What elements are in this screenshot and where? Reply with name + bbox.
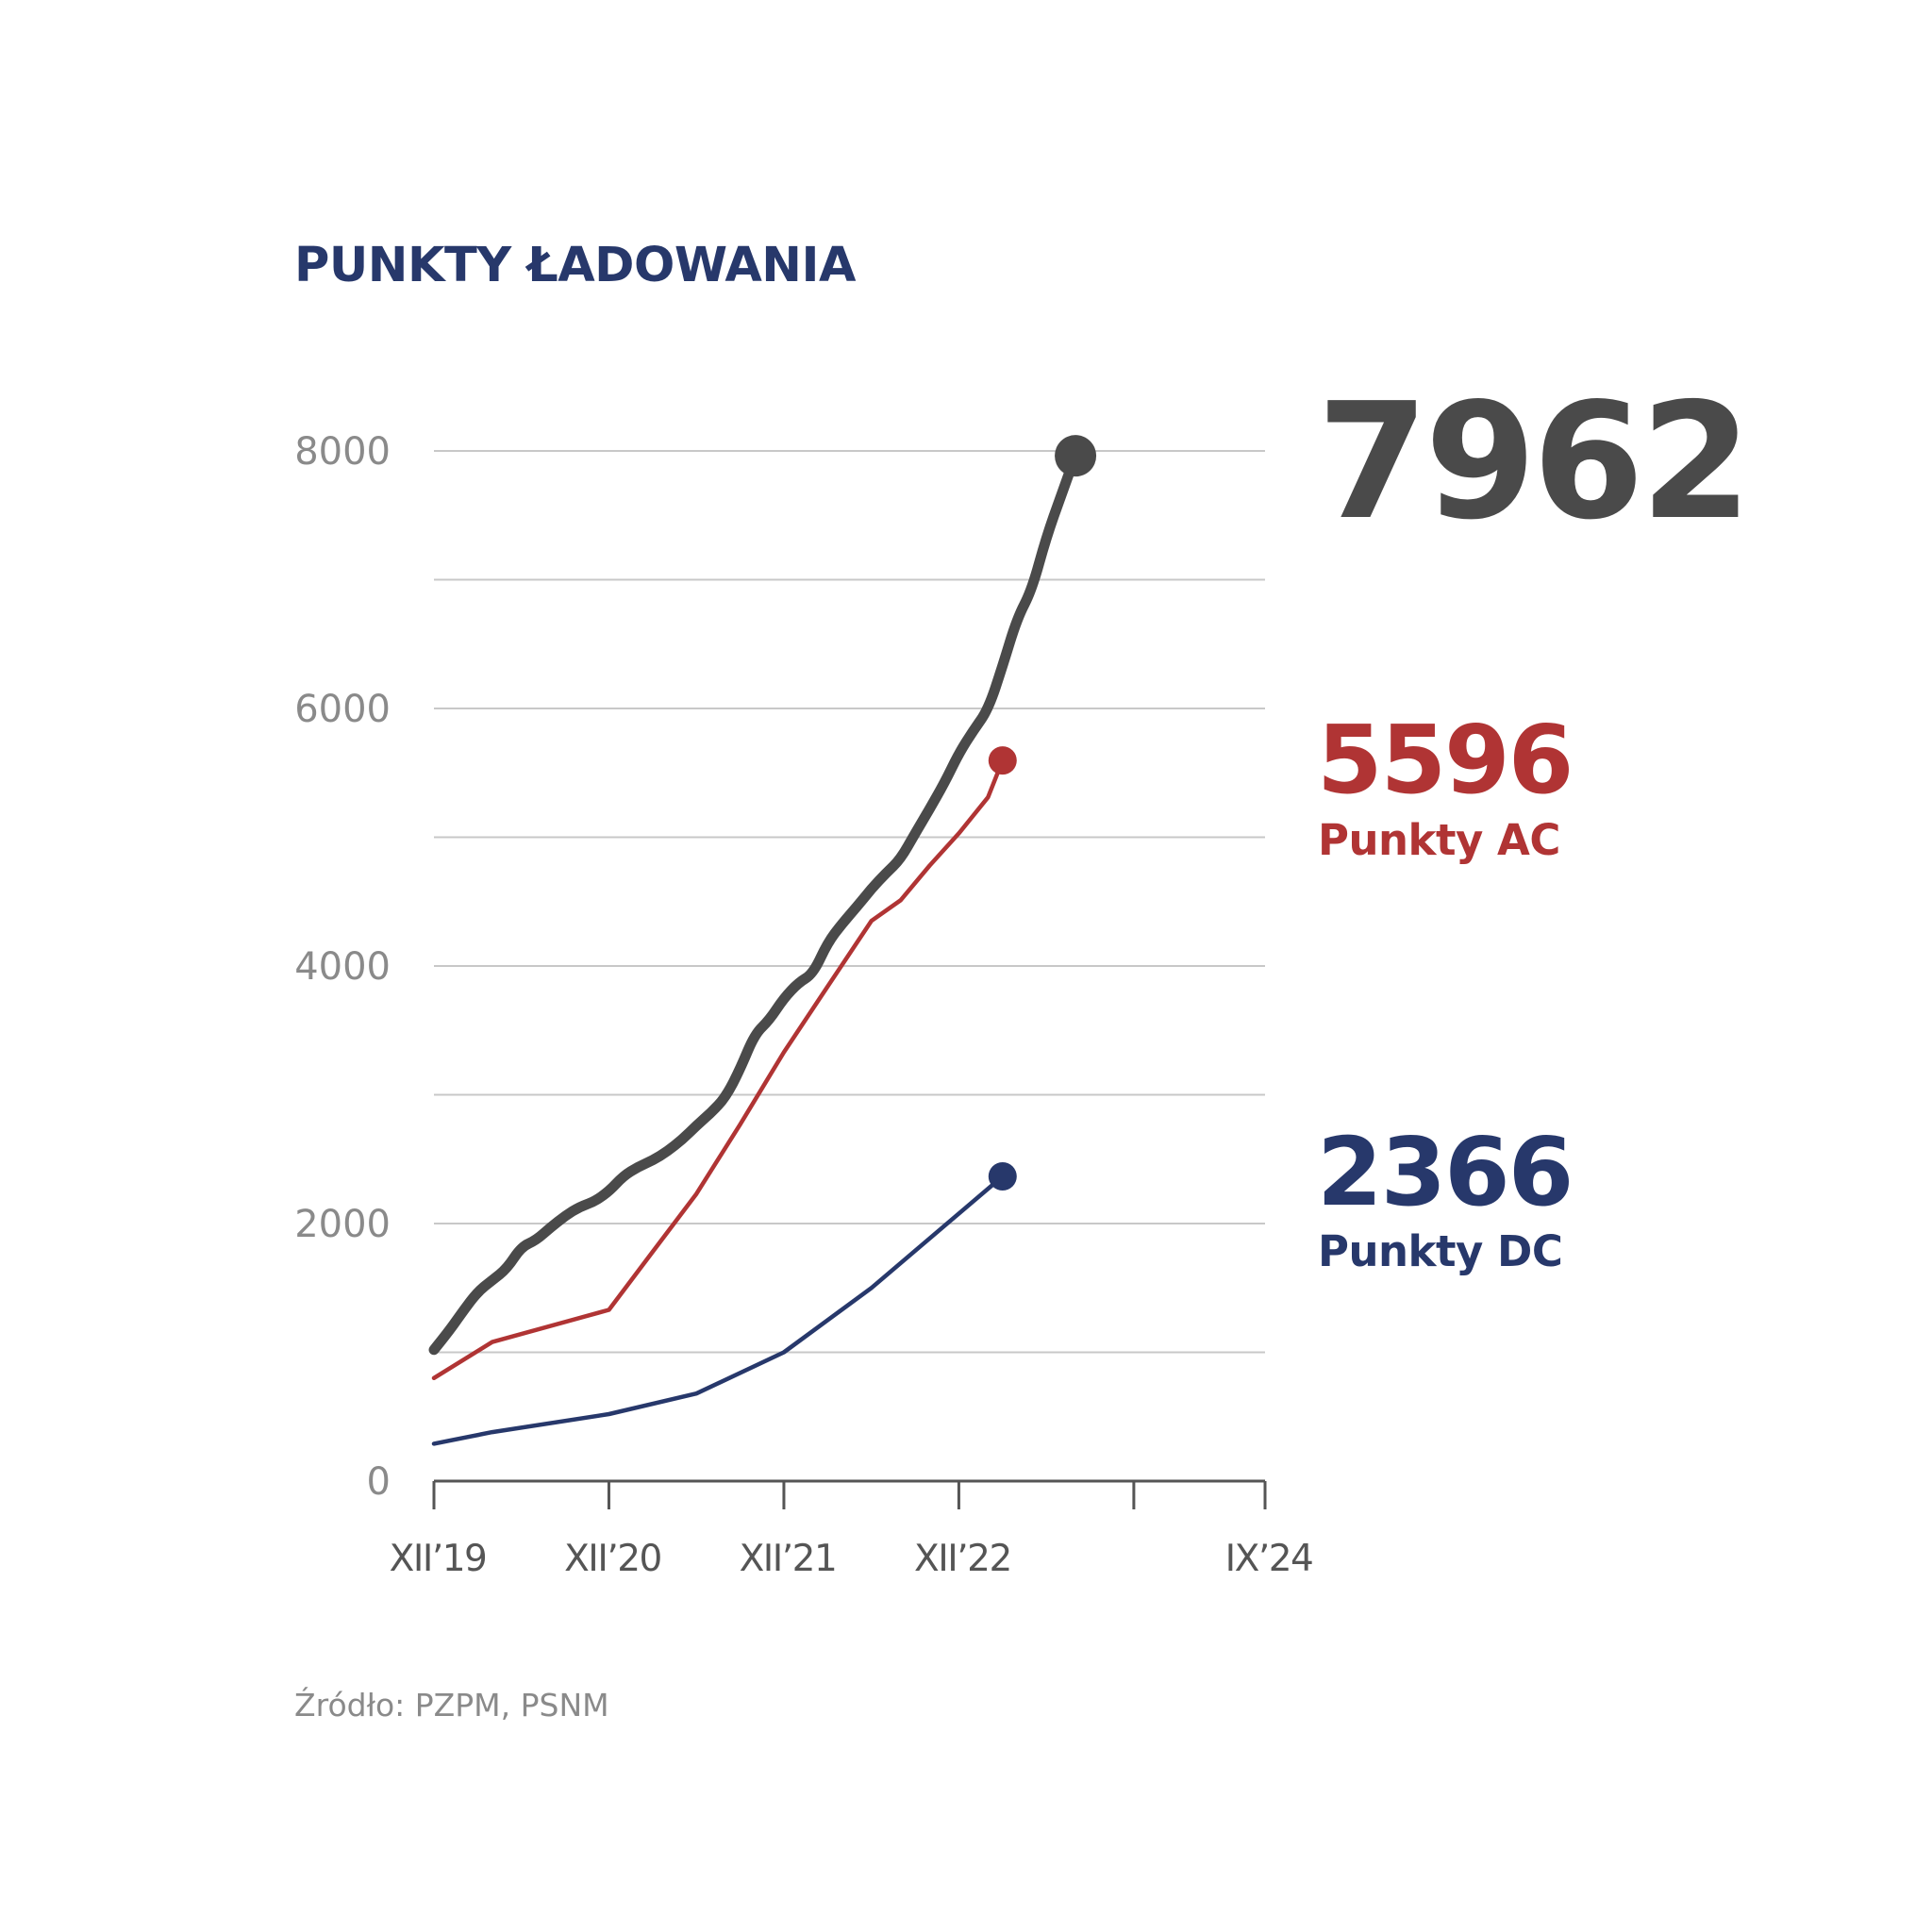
x-tick-label: XII’21 bbox=[740, 1538, 837, 1580]
total-end-marker bbox=[1055, 435, 1097, 477]
total-end-value: 7962 bbox=[1317, 369, 1748, 556]
dc-series-line bbox=[431, 1174, 1006, 1446]
ac-end-value: 5596 bbox=[1317, 705, 1572, 815]
ac-end-marker bbox=[988, 746, 1017, 775]
chart-title: PUNKTY ŁADOWANIA bbox=[294, 238, 857, 293]
y-axis-tick-labels: 0 2000 4000 6000 8000 bbox=[294, 430, 391, 1504]
y-tick-label: 6000 bbox=[294, 688, 391, 731]
y-tick-label: 0 bbox=[367, 1460, 391, 1504]
dc-end-marker bbox=[988, 1162, 1017, 1191]
y-tick-label: 8000 bbox=[294, 430, 391, 474]
source-note: Źródło: PZPM, PSNM bbox=[294, 1686, 609, 1724]
dc-series-label: Punkty DC bbox=[1318, 1226, 1562, 1276]
x-tick-label: IX’24 bbox=[1225, 1538, 1313, 1580]
ac-series-label: Punkty AC bbox=[1318, 815, 1560, 865]
ac-series-line bbox=[431, 758, 1006, 1381]
x-tick-label: XII’19 bbox=[390, 1538, 487, 1580]
gridlines bbox=[434, 450, 1265, 1354]
x-tick-label: XII’22 bbox=[914, 1538, 1011, 1580]
total-series-line bbox=[428, 450, 1081, 1356]
y-tick-label: 4000 bbox=[294, 945, 391, 989]
x-axis: XII’19 XII’20 XII’21 XII’22 IX’24 bbox=[390, 1479, 1314, 1580]
end-markers bbox=[988, 435, 1097, 1191]
x-tick-label: XII’20 bbox=[564, 1538, 661, 1580]
series-lines bbox=[428, 450, 1081, 1446]
y-tick-label: 2000 bbox=[294, 1203, 391, 1246]
dc-end-value: 2366 bbox=[1317, 1117, 1572, 1227]
